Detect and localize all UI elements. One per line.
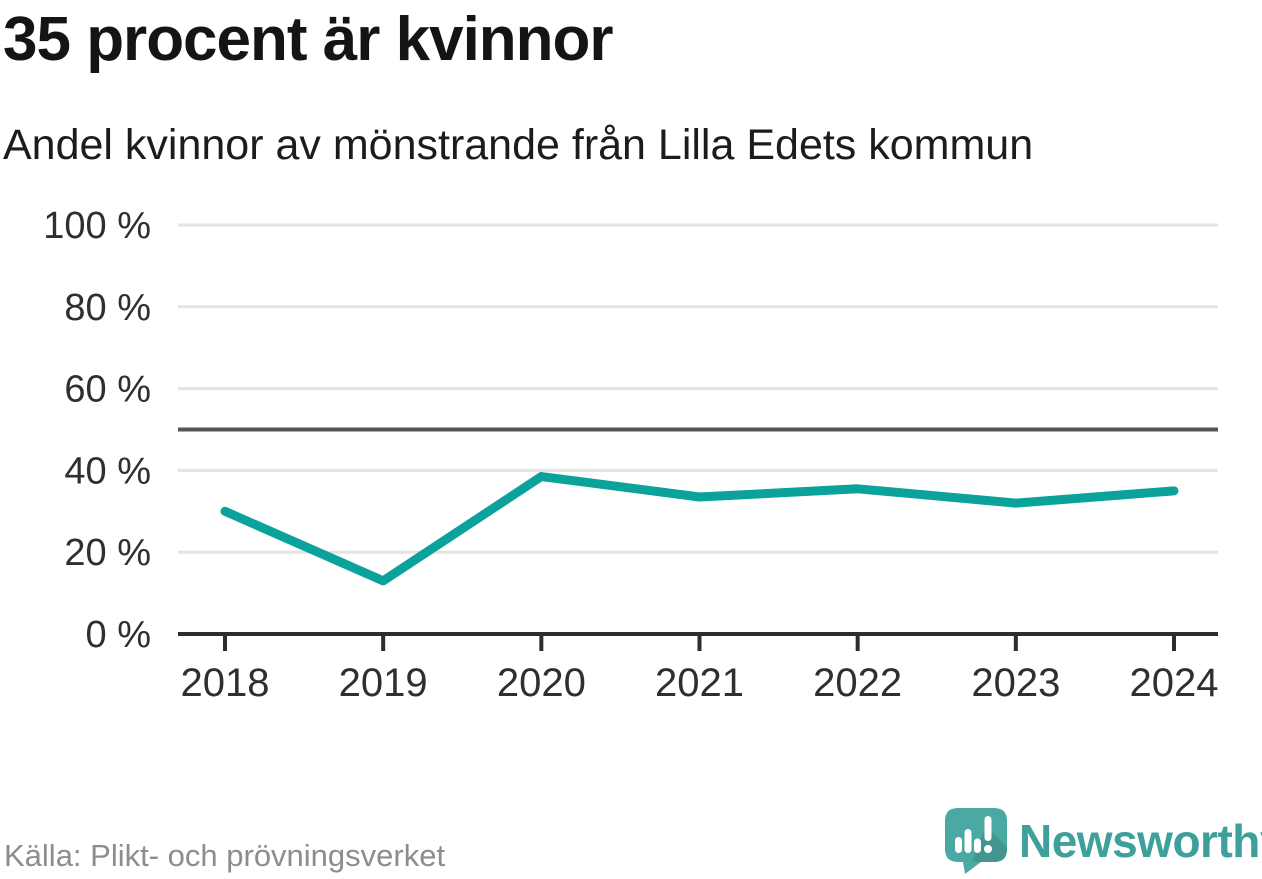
y-axis-label: 60 % <box>64 369 151 411</box>
x-axis-label: 2022 <box>813 661 902 705</box>
x-axis-label: 2018 <box>181 661 270 705</box>
logo-exclamation-bar <box>984 816 992 841</box>
y-axis-label: 100 % <box>43 205 151 247</box>
x-axis-label: 2019 <box>339 661 428 705</box>
x-axis-label: 2021 <box>655 661 744 705</box>
y-axis-label: 20 % <box>64 532 151 574</box>
x-axis-label: 2024 <box>1130 661 1219 705</box>
y-axis-label: 0 % <box>86 614 151 656</box>
trend-line <box>220 472 1179 586</box>
x-axis-label: 2023 <box>971 661 1060 705</box>
logo-exclamation-dot <box>984 845 992 853</box>
chart-subtitle: Andel kvinnor av mönstrande från Lilla E… <box>3 121 1034 169</box>
logo-bubble-shade <box>972 826 1007 862</box>
logo-bars <box>955 816 992 853</box>
brand-name: Newsworthy <box>1019 815 1262 867</box>
newsworthy-logo-icon <box>945 808 1007 874</box>
y-axis-label: 80 % <box>64 287 151 329</box>
line-chart: 0 % 20 % 40 % 60 % 80 % 100 % 2018 2019 2020 2021… <box>43 205 1219 705</box>
source-text: Källa: Plikt- och prövningsverket <box>4 838 446 873</box>
y-axis-label: 40 % <box>64 450 151 492</box>
x-axis-label: 2020 <box>497 661 586 705</box>
chart-title: 35 procent är kvinnor <box>3 5 614 74</box>
brand: Newsworthy <box>945 808 1262 874</box>
